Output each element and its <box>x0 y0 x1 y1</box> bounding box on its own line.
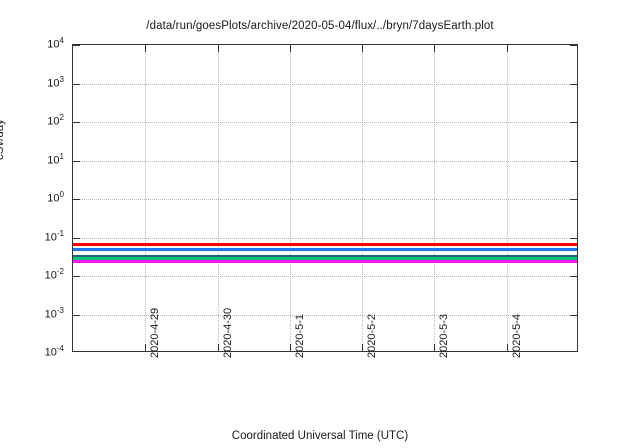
plot-area <box>72 44 578 352</box>
y-axis-tick-label: 100 <box>47 190 64 205</box>
x-axis-tick <box>217 45 219 52</box>
y-axis-tick <box>73 314 80 316</box>
y-axis-title: cSv/day <box>0 119 6 160</box>
y-axis-tick-label: 10-3 <box>44 305 64 321</box>
gridline-vertical <box>434 45 436 351</box>
x-axis-tick-label: 2020-5-1 <box>293 313 306 358</box>
y-axis-tick <box>570 122 577 123</box>
x-axis-tick <box>145 45 147 52</box>
y-axis-tick-label: 10-4 <box>44 344 64 359</box>
y-axis-tick <box>570 276 577 277</box>
data-series-blue <box>73 248 577 252</box>
gridline-horizontal <box>73 160 577 162</box>
y-axis-tick-label: 10-2 <box>44 267 64 282</box>
x-axis-tick-label: 2020-4-30 <box>221 307 234 358</box>
x-axis-tick <box>289 45 291 52</box>
y-axis-tick-label: 102 <box>47 113 64 128</box>
y-axis-tick <box>570 199 577 200</box>
y-axis-tick-label: 101 <box>47 151 64 167</box>
y-axis-tick-label: 104 <box>47 36 64 51</box>
y-axis-tick <box>570 237 577 239</box>
gridline-horizontal <box>73 83 577 85</box>
y-axis-tick <box>73 199 80 200</box>
y-axis-tick <box>73 237 80 239</box>
x-axis-tick-label: 2020-5-4 <box>510 313 523 358</box>
y-axis-tick <box>73 45 80 46</box>
y-axis-tick <box>570 314 577 316</box>
gridline-horizontal <box>73 122 577 123</box>
data-series-red <box>73 243 577 247</box>
gridline-horizontal <box>73 314 577 316</box>
data-series-magenta <box>73 260 577 264</box>
x-axis-tick <box>434 45 436 52</box>
x-axis-tick <box>362 45 364 52</box>
x-axis-tick <box>362 344 364 351</box>
x-axis-tick <box>217 344 219 351</box>
x-axis-tick <box>506 344 508 351</box>
y-axis-tick <box>570 83 577 85</box>
y-axis-tick-label: 10-1 <box>44 228 64 244</box>
x-axis-tick <box>145 344 147 351</box>
gridline-vertical <box>145 45 147 351</box>
gridline-vertical <box>217 45 219 351</box>
chart-title: /data/run/goesPlots/archive/2020-05-04/f… <box>146 20 494 32</box>
y-axis-tick <box>570 45 577 46</box>
x-axis-tick-label: 2020-4-29 <box>149 307 162 358</box>
gridline-vertical <box>506 45 508 351</box>
x-axis-tick <box>506 45 508 52</box>
gridline-vertical <box>289 45 291 351</box>
x-axis-tick-label: 2020-5-3 <box>438 313 451 358</box>
gridline-horizontal <box>73 276 577 277</box>
y-axis-tick <box>73 160 80 162</box>
gridline-horizontal <box>73 199 577 200</box>
x-axis-tick <box>434 344 436 351</box>
x-axis-tick <box>289 344 291 351</box>
x-axis-title: Coordinated Universal Time (UTC) <box>231 430 409 442</box>
data-series-teal <box>73 254 577 258</box>
x-axis-tick-label: 2020-5-2 <box>366 313 379 358</box>
gridline-horizontal <box>73 237 577 239</box>
data-series-green <box>73 256 577 260</box>
y-axis-tick <box>73 122 80 123</box>
y-axis-tick <box>73 83 80 85</box>
y-axis-tick <box>570 160 577 162</box>
y-axis-tick <box>73 276 80 277</box>
y-axis-tick-label: 103 <box>47 74 64 90</box>
gridline-vertical <box>362 45 364 351</box>
